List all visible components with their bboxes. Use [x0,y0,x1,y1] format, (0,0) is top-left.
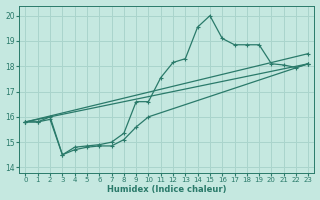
X-axis label: Humidex (Indice chaleur): Humidex (Indice chaleur) [107,185,227,194]
